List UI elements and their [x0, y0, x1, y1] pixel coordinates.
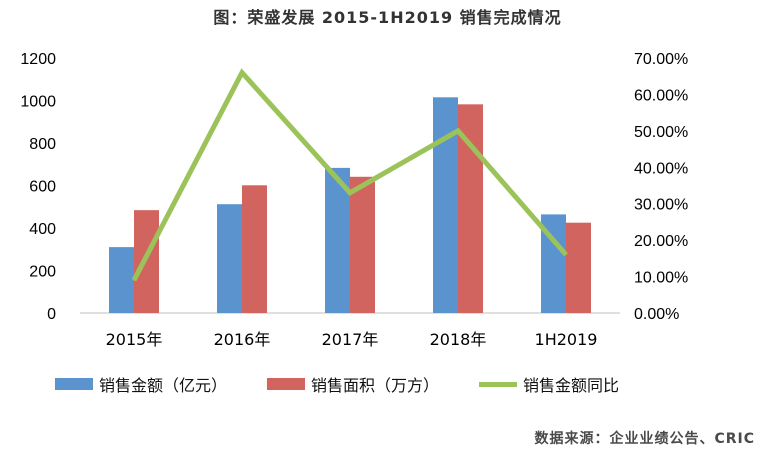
- y-left-tick-label: 400: [29, 221, 56, 238]
- y-right-tick-label: 70.00%: [634, 51, 688, 68]
- legend-label-sales-area: 销售面积（万方）: [311, 376, 440, 395]
- y-left-tick-label: 600: [29, 179, 56, 196]
- legend-swatch-yoy: [479, 381, 518, 387]
- bar-sales-area: [242, 185, 267, 313]
- chart-title: 图：荣盛发展 2015-1H2019 销售完成情况: [213, 8, 562, 27]
- legend-item-sales-area: 销售面积（万方）: [267, 372, 439, 396]
- x-tick-label: 2017年: [322, 330, 379, 349]
- data-source-note: 数据来源：企业业绩公告、CRIC: [534, 431, 755, 447]
- legend-item-sales-amount: 销售金额（亿元）: [55, 372, 227, 396]
- y-right-tick-label: 20.00%: [634, 233, 688, 250]
- y-right-tick-label: 10.00%: [634, 270, 688, 287]
- y-left-tick-label: 1200: [20, 51, 56, 68]
- bar-sales-area: [566, 222, 591, 313]
- bar-sales-amount: [433, 97, 458, 313]
- y-left-tick-label: 200: [29, 264, 56, 281]
- x-tick-label: 2015年: [106, 330, 163, 349]
- y-left-tick-label: 1000: [20, 94, 56, 111]
- legend-item-yoy: 销售金额同比: [479, 372, 619, 396]
- legend-label-sales-amount: 销售金额（亿元）: [99, 376, 228, 395]
- bar-sales-amount: [217, 204, 242, 313]
- line-point-sales-yoy: [241, 72, 243, 74]
- y-right-tick-label: 30.00%: [634, 197, 688, 214]
- bar-sales-area: [350, 176, 375, 313]
- legend-swatch-sales-amount: [55, 378, 93, 390]
- y-right-tick-label: 40.00%: [634, 160, 688, 177]
- y-left-tick-label: 800: [29, 136, 56, 153]
- y-right-tick-label: 0.00%: [634, 306, 679, 323]
- x-tick-label: 1H2019: [535, 330, 598, 349]
- bar-sales-amount: [325, 167, 350, 313]
- legend-label-yoy: 销售金额同比: [523, 376, 620, 395]
- legend: 销售金额（亿元） 销售面积（万方） 销售金额同比: [55, 372, 755, 396]
- y-left-tick-label: 0: [47, 306, 56, 323]
- bar-sales-amount: [109, 247, 134, 313]
- line-point-sales-yoy: [349, 192, 351, 194]
- y-right-tick-label: 60.00%: [634, 87, 688, 104]
- line-point-sales-yoy: [565, 254, 567, 256]
- y-right-tick-label: 50.00%: [634, 124, 688, 141]
- x-tick-label: 2018年: [430, 330, 487, 349]
- x-tick-label: 2016年: [214, 330, 271, 349]
- line-point-sales-yoy: [133, 279, 135, 281]
- line-point-sales-yoy: [457, 130, 459, 132]
- legend-swatch-sales-area: [267, 378, 306, 390]
